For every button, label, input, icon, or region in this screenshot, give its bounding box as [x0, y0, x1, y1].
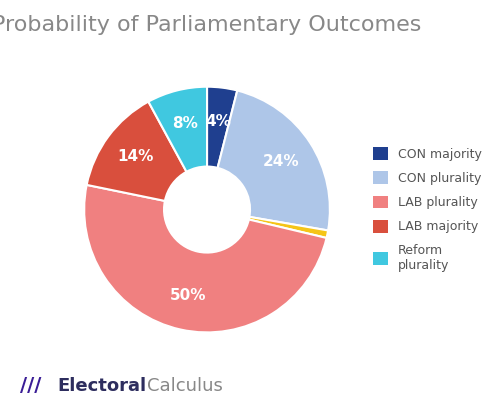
- Text: 50%: 50%: [170, 289, 206, 303]
- Text: Calculus: Calculus: [148, 376, 224, 395]
- Text: 24%: 24%: [263, 154, 300, 169]
- Text: Electoral: Electoral: [58, 376, 146, 395]
- Wedge shape: [86, 102, 186, 201]
- Text: 14%: 14%: [118, 150, 154, 164]
- Text: 4%: 4%: [205, 114, 231, 129]
- Wedge shape: [218, 90, 330, 231]
- Wedge shape: [207, 87, 238, 168]
- Title: Probability of Parliamentary Outcomes: Probability of Parliamentary Outcomes: [0, 15, 422, 35]
- Legend: CON majority, CON plurality, LAB plurality, LAB majority, Reform
plurality: CON majority, CON plurality, LAB plurali…: [373, 147, 482, 272]
- Text: 8%: 8%: [172, 116, 198, 132]
- Text: ///: ///: [20, 376, 42, 395]
- Wedge shape: [249, 217, 328, 238]
- Wedge shape: [148, 87, 207, 172]
- Wedge shape: [84, 185, 326, 332]
